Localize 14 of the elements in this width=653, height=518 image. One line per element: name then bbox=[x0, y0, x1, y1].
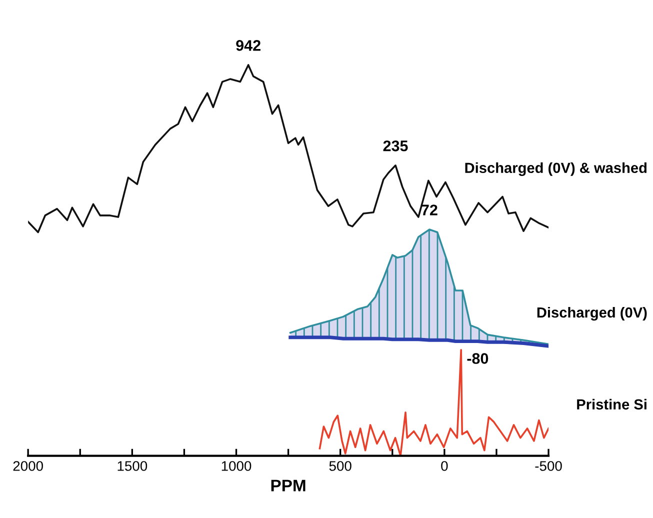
annotation: -80 bbox=[467, 353, 488, 364]
series-label: Discharged (0V) & washed bbox=[465, 162, 646, 176]
x-tick-label: 0 bbox=[441, 461, 448, 471]
x-tick-label: 1500 bbox=[118, 461, 148, 471]
x-tick-label: 1000 bbox=[222, 461, 252, 471]
x-tick-label: -500 bbox=[535, 461, 562, 471]
annotation: 235 bbox=[383, 140, 408, 152]
x-axis-title: PPM bbox=[271, 480, 306, 492]
annotation: 942 bbox=[236, 40, 260, 51]
series-label: Discharged (0V) bbox=[537, 306, 647, 321]
x-tick-label: 2000 bbox=[13, 461, 43, 471]
annotation: 72 bbox=[422, 204, 438, 216]
x-tick-label: 500 bbox=[329, 461, 352, 471]
text: Pristine Si bbox=[577, 398, 646, 410]
